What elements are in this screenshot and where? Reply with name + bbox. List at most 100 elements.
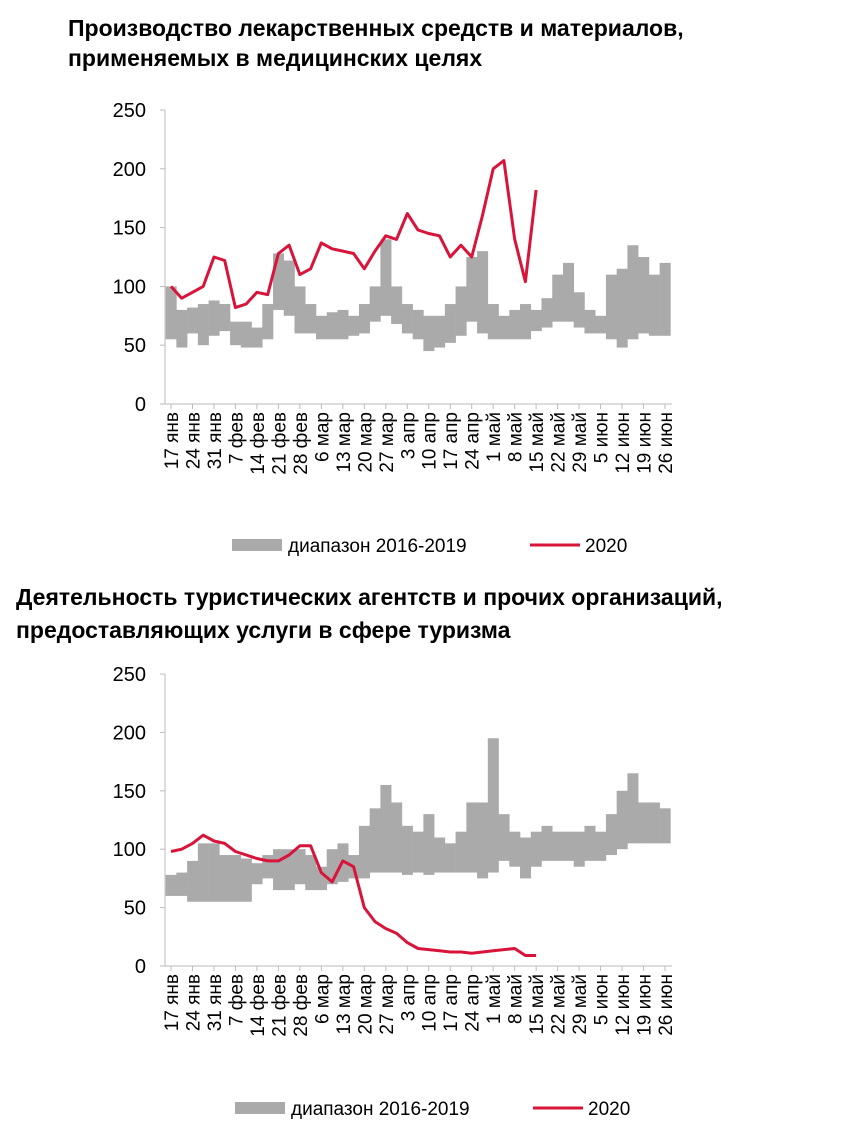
range-bar	[412, 831, 424, 873]
y-tick-label: 100	[113, 276, 146, 298]
range-bar	[358, 304, 370, 334]
range-bar	[573, 292, 585, 328]
x-tick-label: 17 апр	[441, 412, 462, 470]
x-tick-label: 15 май	[527, 412, 548, 473]
range-bar	[477, 802, 489, 879]
range-bar	[412, 309, 424, 340]
range-bar	[401, 825, 413, 875]
x-tick-label: 31 янв	[205, 974, 226, 1031]
range-bar	[498, 814, 510, 861]
range-bar	[262, 304, 274, 340]
range-bar	[240, 858, 252, 902]
x-tick-label: 5 июн	[592, 412, 613, 463]
range-bar	[423, 315, 435, 352]
range-bar	[208, 300, 220, 336]
range-bar	[520, 837, 532, 879]
range-bar	[197, 843, 209, 902]
y-tick-label: 150	[113, 781, 146, 803]
x-tick-label: 26 июн	[656, 412, 677, 474]
x-tick-label: 14 фев	[248, 974, 269, 1037]
range-bar	[444, 843, 456, 873]
x-tick-label: 31 янв	[205, 412, 226, 469]
x-tick-label: 12 июн	[613, 974, 634, 1036]
range-bar	[294, 286, 306, 334]
x-tick-label: 29 май	[570, 974, 591, 1035]
chart-title: Производство лекарственных средств и мат…	[68, 15, 684, 41]
range-bar	[466, 257, 478, 322]
y-tick-label: 50	[124, 898, 146, 920]
range-bar	[595, 315, 607, 334]
range-bar	[584, 309, 596, 334]
range-bar	[219, 304, 231, 332]
range-bar	[530, 831, 542, 867]
range-bar	[605, 274, 617, 340]
range-bar	[369, 808, 381, 873]
x-tick-label: 27 мар	[377, 974, 398, 1035]
range-bar	[552, 831, 564, 861]
x-tick-label: 13 мар	[334, 974, 355, 1035]
range-bar	[434, 837, 446, 873]
line-2020	[169, 159, 538, 310]
legend-swatch	[235, 1102, 285, 1114]
range-bar	[562, 262, 575, 322]
x-tick-label: 28 фев	[291, 412, 312, 475]
range-bar	[423, 814, 435, 875]
range-bar	[294, 849, 306, 885]
range-bar	[627, 245, 639, 340]
range-bar	[369, 286, 381, 322]
range-bar	[627, 773, 639, 844]
range-bar	[391, 286, 403, 325]
range-bar	[305, 304, 317, 334]
range-bar	[509, 831, 521, 867]
range-bar	[659, 808, 671, 844]
x-tick-label: 20 мар	[355, 412, 376, 473]
x-tick-label: 7 фев	[226, 412, 247, 464]
x-tick-label: 19 июн	[635, 412, 656, 474]
range-bar	[165, 874, 177, 896]
range-bar	[348, 315, 360, 336]
x-tick-label: 3 апр	[398, 412, 419, 459]
range-bar	[520, 304, 532, 340]
legend-label: 2020	[588, 1099, 630, 1120]
x-tick-label: 19 июн	[635, 974, 656, 1036]
x-tick-label: 8 май	[506, 412, 527, 462]
range-bar	[251, 327, 263, 348]
x-tick-label: 8 май	[506, 974, 527, 1024]
x-tick-label: 1 май	[484, 412, 505, 462]
x-tick-label: 26 июн	[656, 974, 677, 1036]
range-bar	[230, 321, 242, 346]
x-tick-label: 24 янв	[183, 974, 204, 1031]
range-bar	[455, 831, 467, 873]
x-tick-label: 17 янв	[162, 412, 183, 469]
x-tick-label: 17 апр	[441, 974, 462, 1032]
x-tick-label: 17 янв	[162, 974, 183, 1031]
legend-label: 2020	[585, 536, 627, 557]
x-tick-label: 6 мар	[312, 974, 333, 1024]
x-tick-label: 24 апр	[463, 974, 484, 1032]
range-bar	[165, 286, 177, 340]
chart-subtitle: предоставляющих услуги в сфере туризма	[16, 617, 511, 643]
range-bar	[455, 286, 467, 336]
x-tick-label: 13 мар	[334, 412, 355, 473]
x-tick-label: 10 апр	[420, 974, 441, 1032]
range-bar	[638, 257, 650, 334]
range-bar	[391, 802, 403, 873]
y-tick-label: 200	[113, 159, 146, 181]
x-tick-label: 1 май	[484, 974, 505, 1024]
range-bar	[444, 304, 456, 343]
y-tick-label: 0	[135, 394, 146, 416]
range-bar	[176, 309, 188, 348]
range-bar	[659, 262, 671, 336]
range-bar	[487, 304, 499, 340]
range-bar	[187, 307, 199, 334]
chart-subtitle: применяемых в медицинских целях	[68, 45, 482, 71]
x-tick-label: 27 мар	[377, 412, 398, 473]
legend-label: диапазон 2016-2019	[291, 1099, 470, 1120]
x-tick-label: 14 фев	[248, 412, 269, 475]
range-bar	[638, 802, 650, 844]
x-tick-label: 5 июн	[592, 974, 613, 1025]
range-bar	[616, 790, 628, 850]
range-bar	[262, 855, 274, 879]
range-bar	[230, 855, 242, 902]
range-bar	[401, 304, 413, 334]
